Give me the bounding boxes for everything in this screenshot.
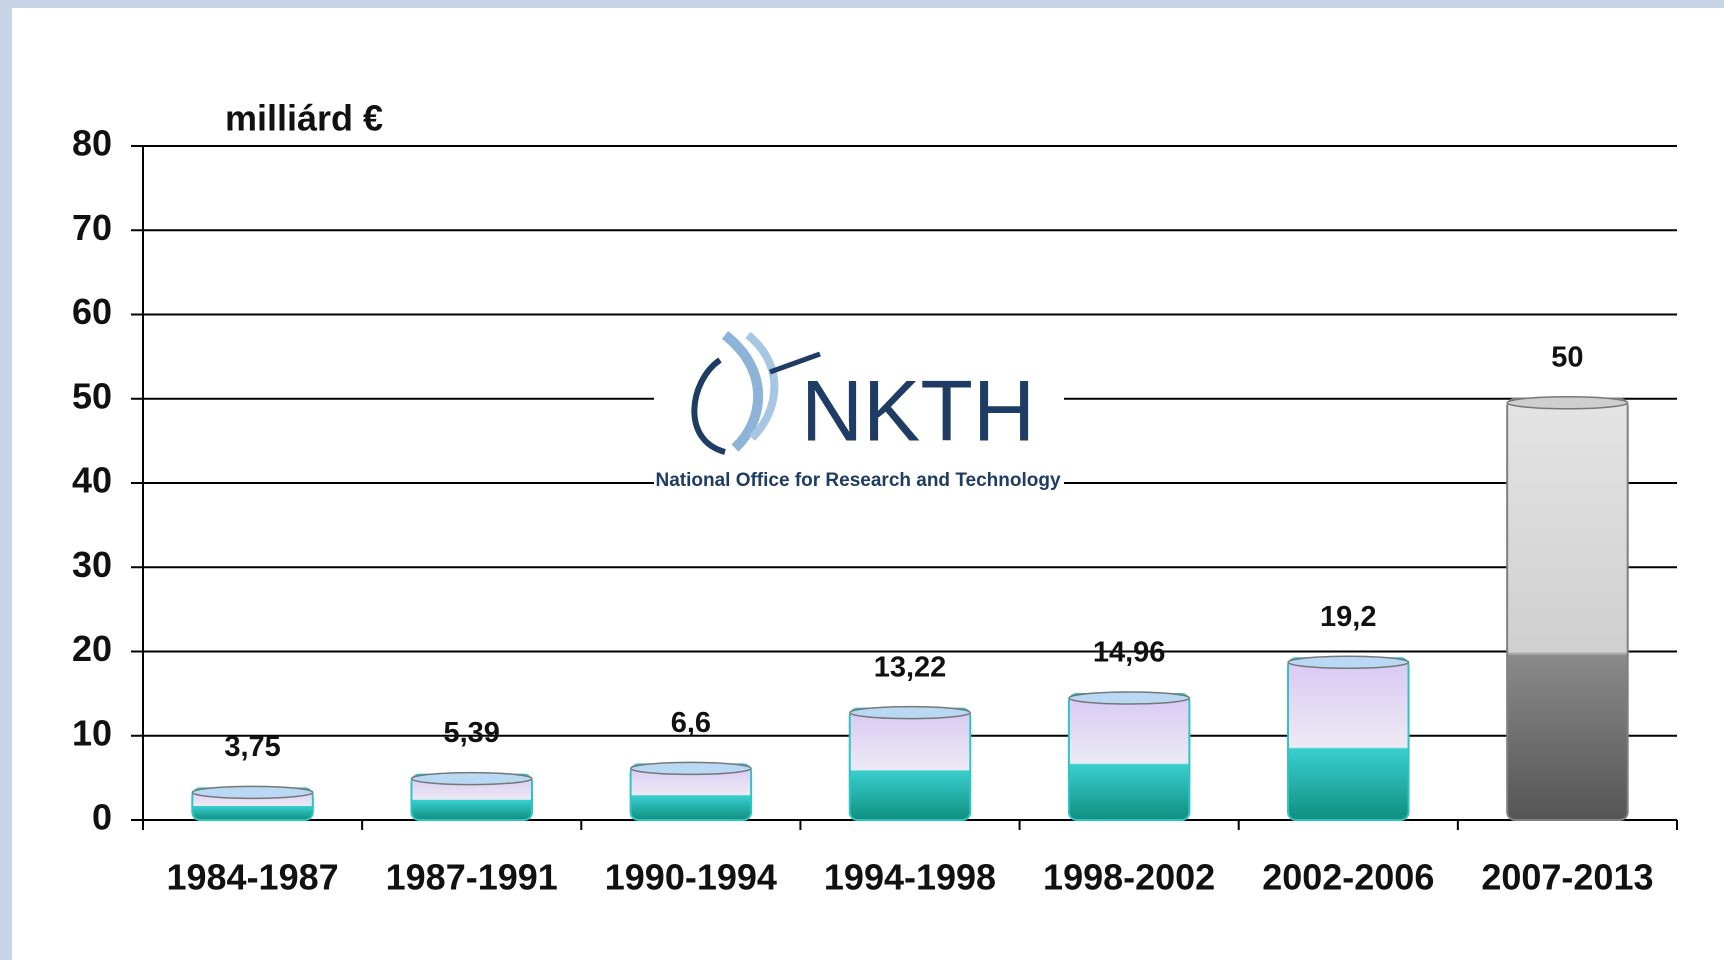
bar	[1506, 397, 1629, 821]
bar-rim	[848, 705, 972, 720]
bar-rim	[1506, 396, 1629, 410]
y-tick-label: 40	[72, 460, 112, 501]
logo-bg	[654, 328, 1064, 496]
logo-swoosh	[721, 331, 764, 452]
x-tick-label: 1984-1987	[166, 857, 338, 898]
x-tick-label: 2002-2006	[1262, 857, 1434, 898]
value-label: 50	[1551, 341, 1583, 373]
bar-rim	[191, 785, 314, 800]
x-tick-label: 1990-1994	[605, 857, 777, 898]
value-label: 19,2	[1320, 601, 1376, 633]
value-label: 6,6	[671, 707, 711, 739]
y-tick-label: 80	[72, 123, 112, 164]
bar-rim	[629, 761, 752, 776]
x-tick-label: 1994-1998	[824, 857, 996, 898]
y-tick-label: 20	[72, 628, 112, 669]
logo-swoosh	[745, 331, 779, 441]
logo-subtitle: National Office for Research and Technol…	[655, 470, 1060, 491]
value-label: 13,22	[874, 651, 947, 683]
axis-label: milliárd €	[225, 98, 383, 139]
bar-rim	[1068, 691, 1191, 705]
logo-swoosh	[691, 357, 726, 455]
y-tick-label: 60	[72, 291, 112, 332]
logo-swoosh	[769, 351, 821, 375]
value-label: 3,75	[224, 731, 280, 763]
y-tick-label: 70	[72, 207, 112, 248]
y-tick-label: 0	[92, 797, 112, 838]
value-label: 14,96	[1093, 637, 1166, 669]
bar-rim	[410, 771, 533, 786]
y-tick-label: 30	[72, 544, 112, 585]
y-tick-label: 50	[72, 375, 112, 416]
bar	[1287, 657, 1410, 821]
bar-rim	[1287, 655, 1410, 669]
y-tick-label: 10	[72, 712, 112, 753]
logo: NKTH National Office for Research and Te…	[655, 331, 1061, 491]
bar	[848, 707, 972, 822]
logo-title: NKTH	[801, 364, 1035, 460]
value-label: 5,39	[443, 717, 499, 749]
x-tick-label: 1987-1991	[386, 857, 558, 898]
x-tick-label: 2007-2013	[1481, 857, 1653, 898]
bar	[1067, 692, 1191, 821]
x-tick-label: 1998-2002	[1043, 857, 1215, 898]
